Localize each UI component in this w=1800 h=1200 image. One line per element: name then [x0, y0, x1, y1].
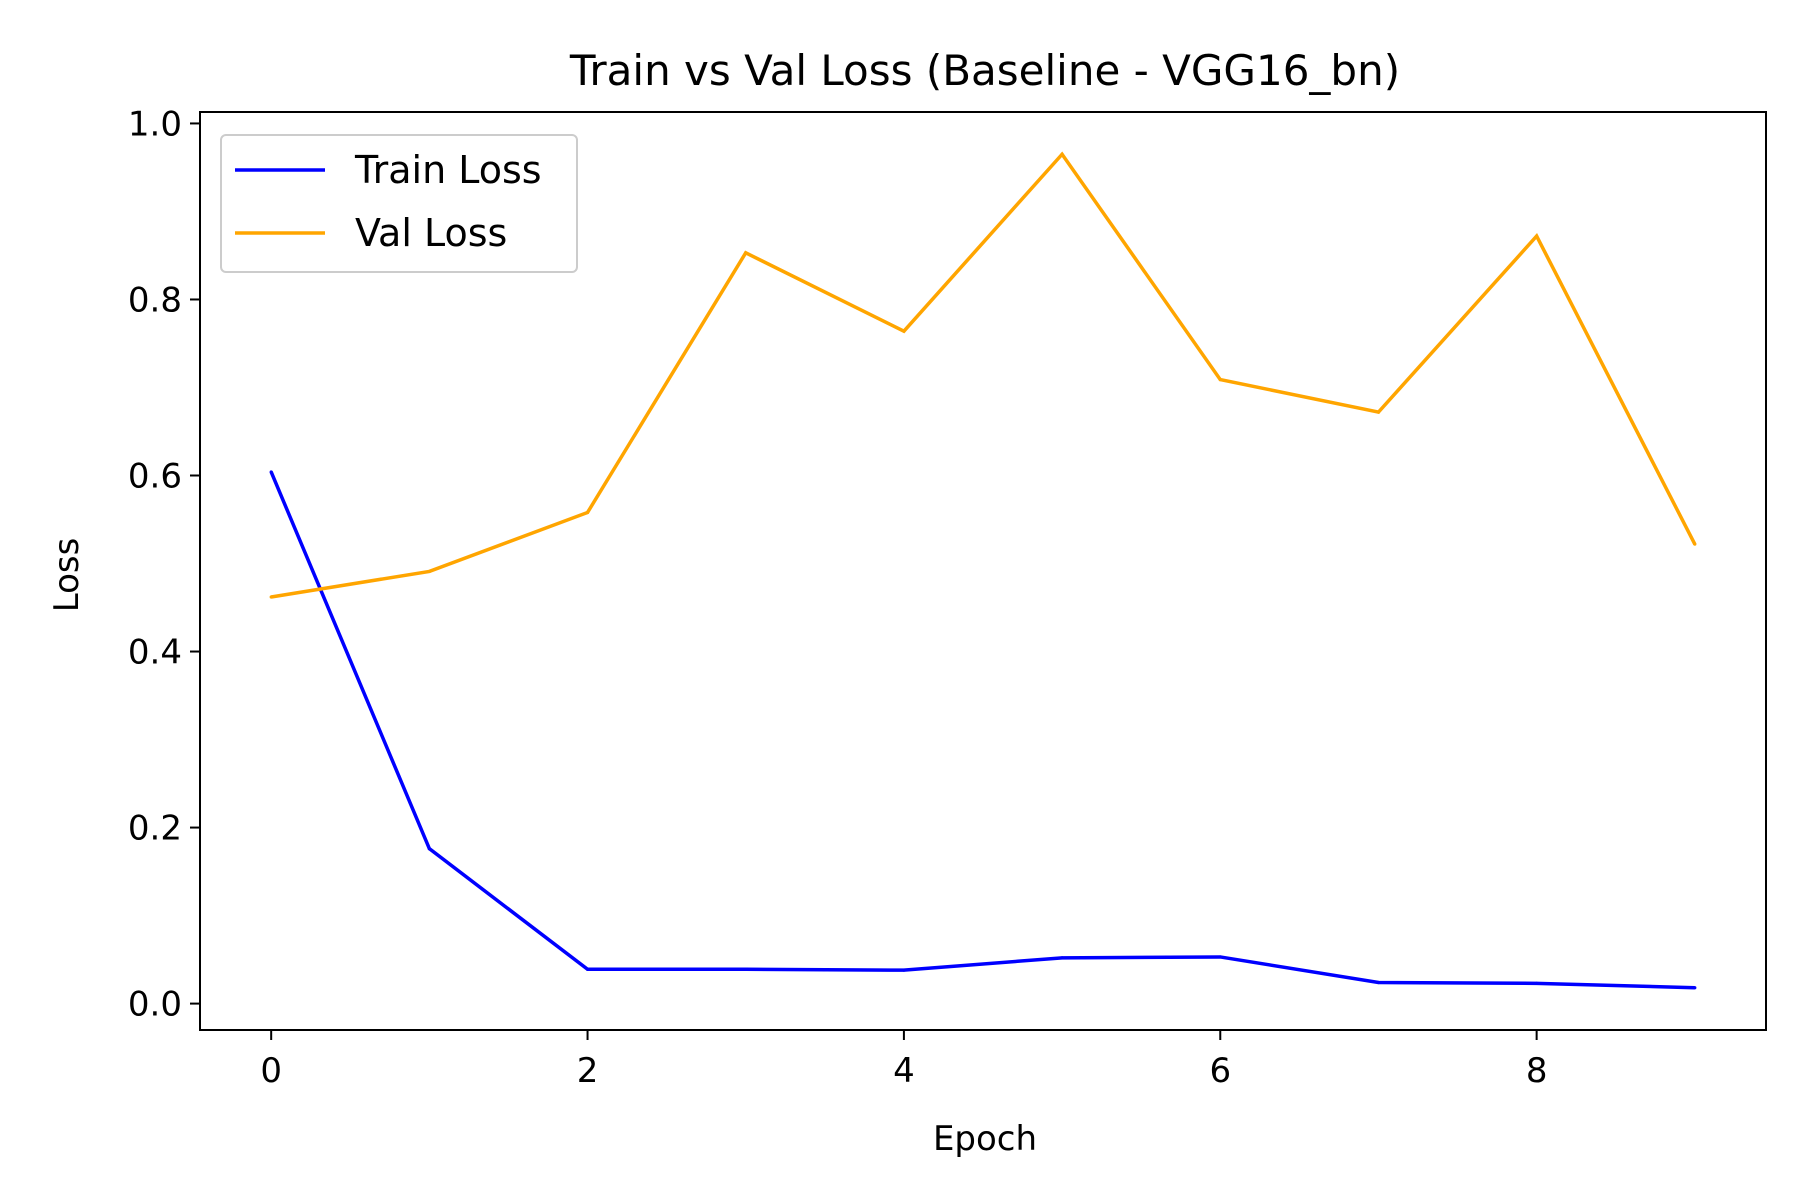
series-line-train-loss [269, 471, 1695, 990]
x-tick-label: 0 [260, 1051, 282, 1091]
data-point-val-loss [1535, 234, 1539, 238]
plot-area: 0 2 4 6 8 0.0 0.2 0.4 0.6 0.8 1.0 Train Loss Val Los… [128, 104, 1767, 1091]
data-point-train-loss [1693, 986, 1697, 990]
data-point-val-loss [1218, 377, 1222, 382]
chart-title: Train vs Val Loss (Baseline - VGG16_bn) [569, 46, 1400, 95]
data-point-val-loss [585, 510, 590, 515]
x-tick-label: 6 [1209, 1051, 1231, 1091]
data-point-val-loss [1693, 542, 1697, 546]
data-point-train-loss [744, 967, 748, 971]
data-point-val-loss [744, 251, 748, 255]
legend: Train Loss Val Loss [220, 134, 578, 273]
x-axis-label: Epoch [933, 1119, 1037, 1159]
x-tick-label: 4 [893, 1051, 915, 1091]
y-tick-label: 1.0 [128, 104, 182, 144]
data-point-train-loss [269, 470, 273, 474]
axes-frame [199, 111, 1767, 1031]
data-point-train-loss [585, 967, 590, 971]
data-point-train-loss [427, 847, 431, 851]
data-point-train-loss [1376, 980, 1381, 985]
data-point-train-loss [902, 968, 906, 972]
y-tick-label: 0.2 [128, 809, 182, 849]
y-axis-label: Loss [47, 538, 87, 613]
y-tick-label: 0.8 [128, 280, 182, 320]
x-tick-label: 2 [577, 1051, 599, 1091]
data-point-val-loss [269, 595, 273, 599]
data-point-train-loss [1060, 956, 1064, 960]
data-point-train-loss [1218, 955, 1222, 959]
series-line-val-loss [270, 151, 1697, 599]
data-point-val-loss [427, 569, 431, 574]
legend-label-train-loss: Train Loss [354, 148, 542, 192]
y-tick-label: 0.4 [128, 633, 182, 673]
legend-label-val-loss: Val Loss [355, 211, 507, 255]
x-tick-label: 8 [1526, 1051, 1548, 1091]
y-tick-label: 0.0 [128, 985, 182, 1025]
data-point-train-loss [1535, 981, 1539, 985]
data-point-val-loss [1376, 410, 1381, 414]
data-point-val-loss [1060, 152, 1064, 156]
data-point-val-loss [902, 329, 906, 333]
y-tick-label: 0.6 [128, 457, 182, 497]
